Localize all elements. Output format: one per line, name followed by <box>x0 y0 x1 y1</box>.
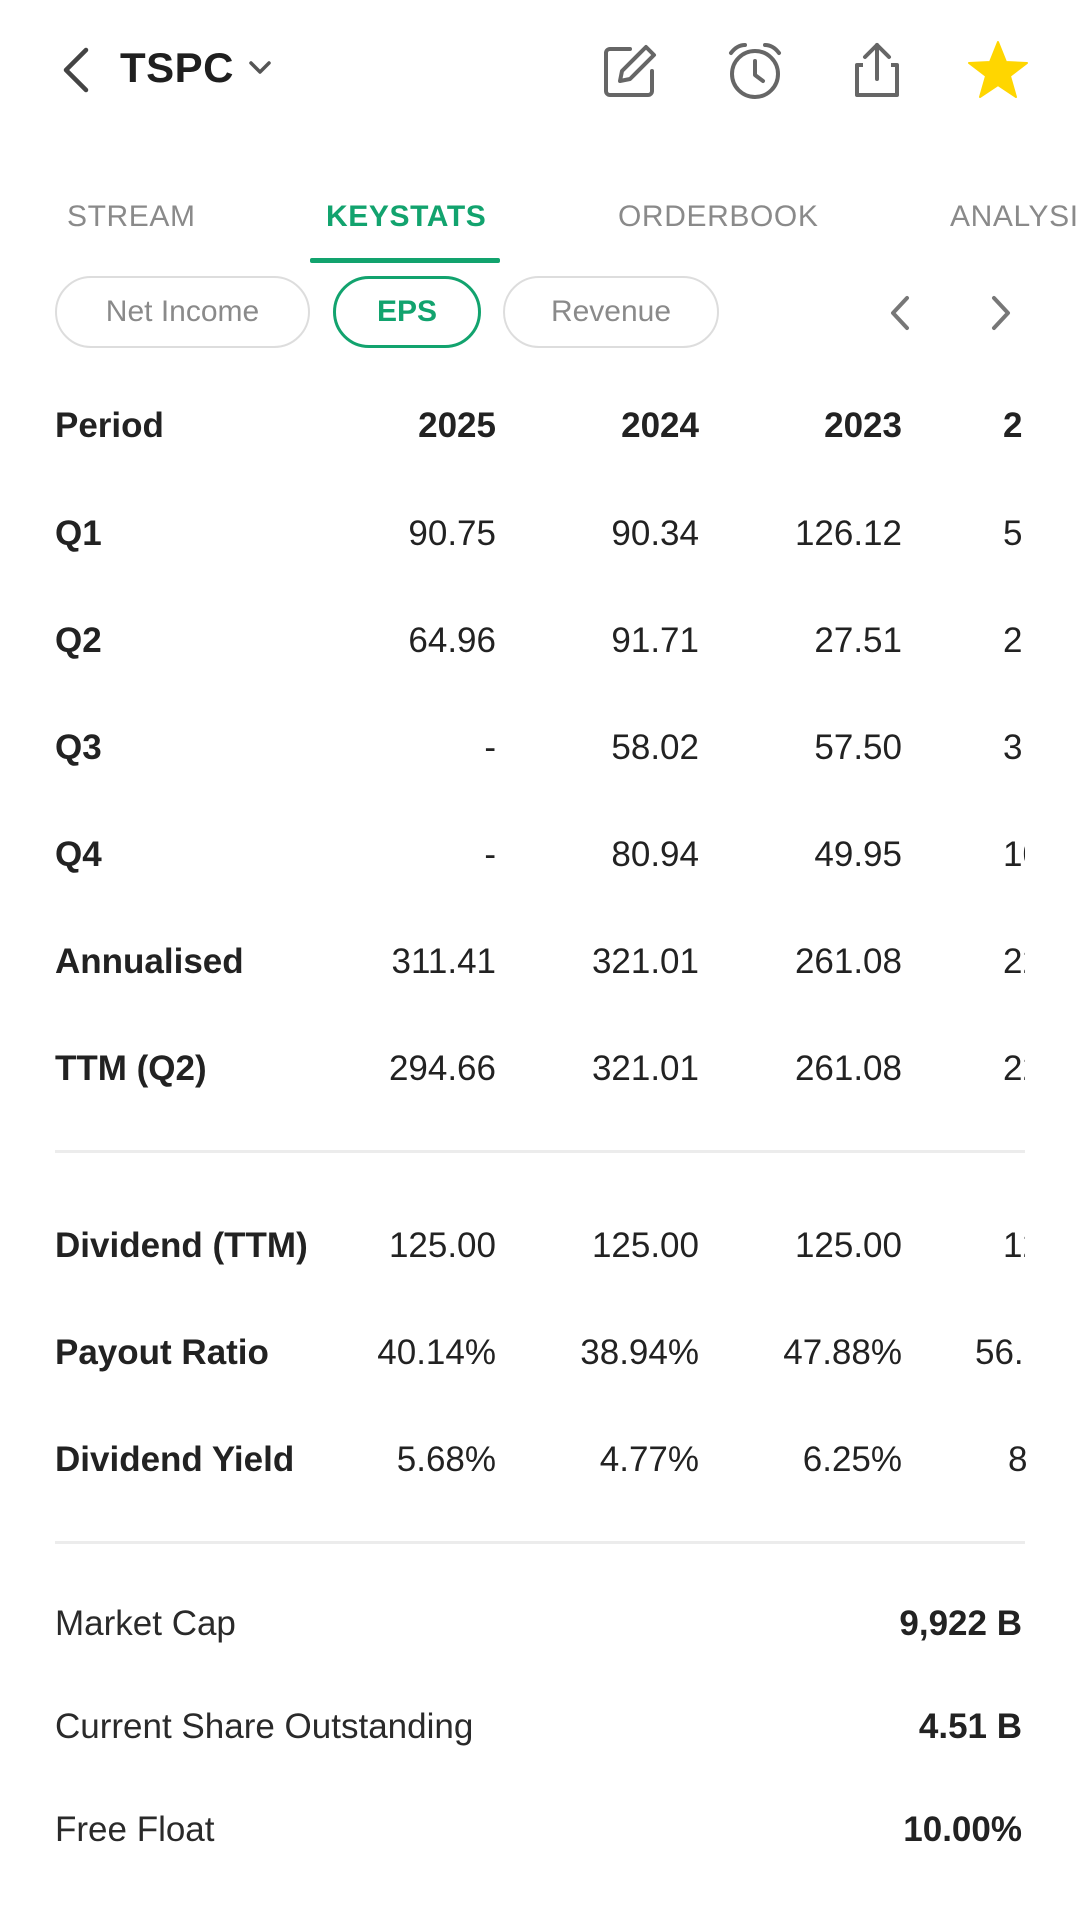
clipped-cell-text: 22 <box>1003 942 1025 981</box>
tab-analysis[interactable]: ANALYSI <box>950 200 1079 233</box>
column-header-2025: 2025 <box>418 406 496 445</box>
row-label-ttm: TTM (Q2) <box>55 1049 207 1088</box>
table-cell-clipped: 2 <box>1003 621 1025 661</box>
tab-stream[interactable]: STREAM <box>67 200 196 233</box>
table-cell: 40.14% <box>377 1333 496 1372</box>
tab-keystats[interactable]: KEYSTATS <box>326 200 487 233</box>
stat-label-shares-outstanding: Current Share Outstanding <box>55 1707 474 1746</box>
column-header-2024: 2024 <box>621 406 699 445</box>
chip-net-income[interactable]: Net Income <box>55 276 310 348</box>
row-label-annualised: Annualised <box>55 942 244 981</box>
share-button[interactable] <box>842 36 912 106</box>
table-cell-clipped: 10 <box>1003 835 1025 875</box>
alarm-clock-icon <box>729 43 781 99</box>
table-cell-clipped: 22 <box>1003 942 1025 982</box>
table-cell: 64.96 <box>408 621 496 660</box>
column-header-2023: 2023 <box>824 406 902 445</box>
table-cell: 311.41 <box>391 942 496 981</box>
clipped-cell-text: 5 <box>1003 514 1023 553</box>
chevron-right-icon <box>992 296 1010 330</box>
ticker-symbol: TSPC <box>120 44 235 91</box>
row-label-dividend-ttm: Dividend (TTM) <box>55 1226 308 1265</box>
clipped-cell-text: 3 <box>1003 728 1023 767</box>
row-label-q3: Q3 <box>55 728 102 767</box>
table-cell: 47.88% <box>783 1333 902 1372</box>
active-tab-indicator <box>310 258 500 263</box>
clipped-cell-text: 2 <box>1003 406 1023 445</box>
table-cell: 58.02 <box>611 728 699 767</box>
stat-label-free-float: Free Float <box>55 1810 215 1849</box>
table-cell-clipped: 22 <box>1003 1049 1025 1089</box>
chevron-down-icon <box>249 61 271 74</box>
column-header-clipped: 2 <box>1003 406 1025 446</box>
table-cell: 4.77% <box>599 1440 699 1479</box>
row-label-dividend-yield: Dividend Yield <box>55 1440 295 1479</box>
table-cell-clipped: 12 <box>1003 1226 1025 1266</box>
clipped-cell-text: 12 <box>1003 1226 1025 1265</box>
ticker-selector[interactable]: TSPC <box>120 38 272 98</box>
table-cell: 126.12 <box>794 514 902 553</box>
table-cell: 57.50 <box>814 728 902 767</box>
table-cell: - <box>484 728 496 767</box>
table-cell: 38.94% <box>580 1333 699 1372</box>
table-cell: 91.71 <box>611 621 699 660</box>
table-cell: 6.25% <box>802 1440 902 1479</box>
table-cell-clipped: 56. <box>975 1333 1027 1373</box>
table-cell-clipped: 5 <box>1003 514 1025 554</box>
alarm-button[interactable] <box>720 36 790 106</box>
clipped-cell-text: 8 <box>1008 1440 1026 1479</box>
table-cell: 261.08 <box>794 1049 902 1088</box>
table-cell: 80.94 <box>611 835 699 874</box>
table-cell: 90.34 <box>611 514 699 553</box>
prev-page-button[interactable] <box>879 290 925 336</box>
table-cell: 90.75 <box>408 514 496 553</box>
share-icon <box>855 43 899 97</box>
section-divider <box>55 1541 1025 1544</box>
edit-icon <box>604 45 656 97</box>
table-cell: 27.51 <box>814 621 902 660</box>
back-chevron-icon <box>63 47 89 93</box>
clipped-cell-text: 22 <box>1003 1049 1025 1088</box>
row-label-q4: Q4 <box>55 835 102 874</box>
table-cell: 321.01 <box>591 942 699 981</box>
table-cell: 125.00 <box>591 1226 699 1265</box>
table-cell: 5.68% <box>396 1440 496 1479</box>
clipped-cell-text: 56. <box>975 1333 1024 1372</box>
table-cell: 125.00 <box>794 1226 902 1265</box>
stat-value-free-float: 10.00% <box>903 1810 1022 1849</box>
favorite-button[interactable] <box>963 36 1033 106</box>
star-icon <box>968 41 1028 98</box>
stat-value-market-cap: 9,922 B <box>899 1604 1022 1643</box>
table-cell-clipped: 3 <box>1003 728 1025 768</box>
row-label-q2: Q2 <box>55 621 102 660</box>
chip-eps[interactable]: EPS <box>333 276 481 348</box>
clipped-cell-text: 2 <box>1003 621 1023 660</box>
edit-button[interactable] <box>595 36 665 106</box>
period-header: Period <box>55 406 164 445</box>
chevron-left-icon <box>891 296 909 330</box>
next-page-button[interactable] <box>976 290 1022 336</box>
table-cell: 261.08 <box>794 942 902 981</box>
table-cell: 125.00 <box>388 1226 496 1265</box>
chip-revenue[interactable]: Revenue <box>503 276 719 348</box>
clipped-cell-text: 10 <box>1003 835 1025 874</box>
row-label-payout-ratio: Payout Ratio <box>55 1333 269 1372</box>
stat-label-market-cap: Market Cap <box>55 1604 236 1643</box>
row-label-q1: Q1 <box>55 514 102 553</box>
table-cell: 321.01 <box>591 1049 699 1088</box>
tab-orderbook[interactable]: ORDERBOOK <box>618 200 819 233</box>
table-cell-clipped: 8 <box>1008 1440 1026 1480</box>
table-cell: 49.95 <box>814 835 902 874</box>
table-cell: 294.66 <box>388 1049 496 1088</box>
table-cell: - <box>484 835 496 874</box>
stat-value-shares-outstanding: 4.51 B <box>918 1707 1022 1746</box>
back-button[interactable] <box>52 40 102 100</box>
section-divider <box>55 1150 1025 1153</box>
